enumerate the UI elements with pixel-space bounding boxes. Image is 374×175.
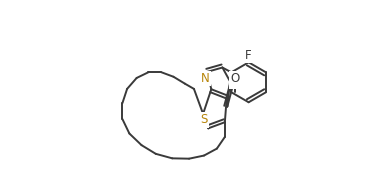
Text: O: O <box>230 72 239 85</box>
Text: N: N <box>201 72 210 85</box>
Text: O: O <box>230 75 239 88</box>
Text: S: S <box>201 113 208 127</box>
Text: F: F <box>245 49 251 62</box>
